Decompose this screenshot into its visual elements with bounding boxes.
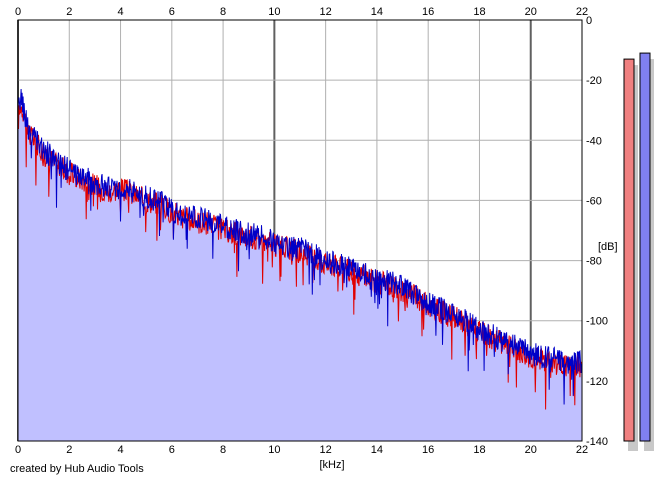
x-tick-label-bottom: 10 [268,444,280,456]
series-line-blue [17,88,583,405]
y-unit-label: [dB] [598,241,618,253]
x-tick-label-bottom: 12 [320,444,332,456]
x-tick-label-top: 2 [66,6,72,18]
y-tick-label: -40 [586,135,602,147]
x-tick-label-top: 22 [576,6,588,18]
x-tick-label-bottom: 14 [371,444,383,456]
credit-text: created by Hub Audio Tools [10,463,144,475]
x-axis-bottom: 0 2 4 6 8 10 12 14 16 18 20 22 [15,444,588,456]
x-tick-label-top: 12 [320,6,332,18]
spectrum-fill-area [18,89,582,441]
x-tick-label-top: 20 [525,6,537,18]
x-tick-label-bottom: 2 [66,444,72,456]
x-tick-label-bottom: 4 [117,444,123,456]
x-tick-label-top: 18 [473,6,485,18]
x-tick-label-bottom: 6 [169,444,175,456]
x-tick-label-bottom: 8 [220,444,226,456]
y-tick-label: 0 [586,15,592,27]
plot-frame [17,19,583,442]
x-tick-label-bottom: 16 [422,444,434,456]
x-tick-label-top: 14 [371,6,383,18]
y-tick-label: -140 [586,436,608,448]
y-tick-label: -60 [586,195,602,207]
level-meter-bar [639,52,651,442]
y-axis: 0 -20 -40 -60 -80 -100 -120 -140 [586,15,608,448]
x-tick-label-bottom: 22 [576,444,588,456]
y-tick-label: -80 [586,256,602,268]
x-tick-label-top: 6 [169,6,175,18]
x-tick-label-top: 16 [422,6,434,18]
x-tick-label-bottom: 0 [15,444,21,456]
x-axis-top: 0 2 4 6 8 10 12 14 16 18 20 22 [15,6,588,18]
x-tick-label-bottom: 20 [525,444,537,456]
y-tick-label: -100 [586,316,608,328]
y-tick-label: -20 [586,75,602,87]
x-tick-label-top: 10 [268,6,280,18]
x-tick-label-bottom: 18 [473,444,485,456]
level-meters [623,52,654,451]
level-meter-bar [623,58,635,442]
y-tick-label: -120 [586,376,608,388]
x-tick-label-top: 8 [220,6,226,18]
x-unit-label: [kHz] [319,459,344,471]
x-tick-label-top: 4 [117,6,123,18]
x-tick-label-top: 0 [15,6,21,18]
